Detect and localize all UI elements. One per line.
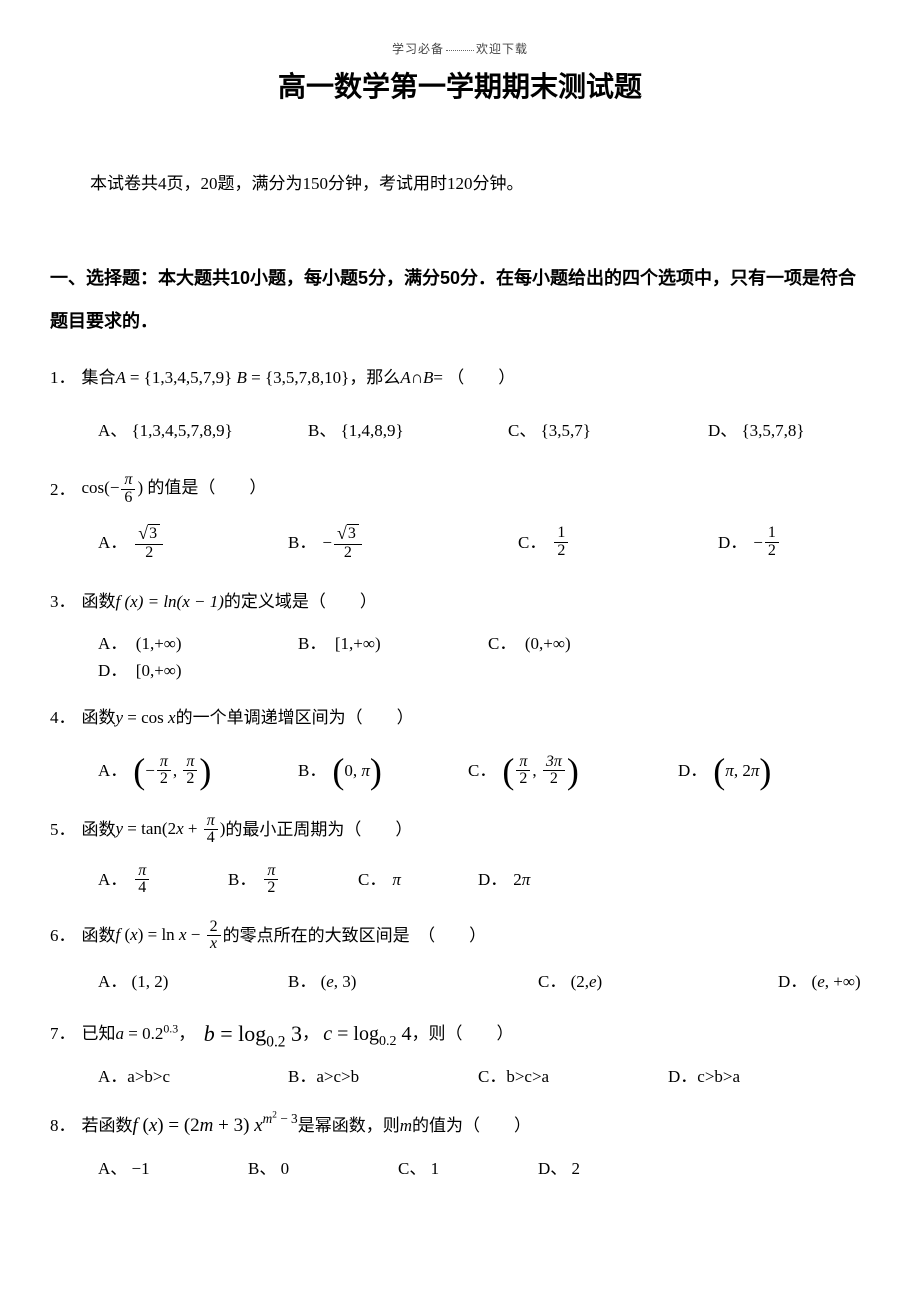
q7-b: b = log0.2 3	[204, 1016, 302, 1051]
q3-optC: C． (0,+∞)	[488, 630, 718, 657]
header-left: 学习必备	[392, 42, 444, 56]
q8-mid: 是幂函数，则	[298, 1112, 400, 1139]
page-title: 高一数学第一学期期末测试题	[50, 65, 870, 110]
section-1-heading: 一、选择题：本大题共10小题，每小题5分，满分50分．在每小题给出的四个选项中，…	[50, 257, 870, 343]
q8-fx: f (x) = (2m + 3) xm2 − 3	[133, 1111, 298, 1141]
q1-optD: D、 {3,5,7,8}	[708, 417, 805, 444]
q2-expr: cos(−π6) 的值是（ ）	[82, 472, 267, 507]
question-5: 5． 函数 y = tan(2x + π4) 的最小正周期为（ ） A． π4 …	[50, 808, 870, 902]
q5-optB: B． π2	[228, 863, 358, 898]
q1-options: A、 {1,3,4,5,7,8,9} B、 {1,4,8,9} C、 {3,5,…	[98, 406, 870, 456]
q8-optA: A、 −1	[98, 1155, 248, 1182]
q1-pre: 集合	[82, 364, 116, 391]
q1-optB: B、 {1,4,8,9}	[308, 417, 508, 444]
q3-options: A． (1,+∞) B． [1,+∞) C． (0,+∞) D． [0,+∞)	[98, 630, 870, 684]
q2-optD: D． − 12	[718, 525, 781, 560]
q3-post: 的定义域是（ ）	[224, 588, 377, 615]
q4-options: A． ( −π2, π2 ) B． (0, π) C． ( π2, 3π2 ) …	[98, 746, 870, 796]
q7-optC: C．b>c>a	[478, 1063, 668, 1090]
q7-pre: 已知	[82, 1020, 116, 1047]
q7-a: a = 0.20.3	[116, 1020, 179, 1047]
q3-fx: f (x) = ln(x − 1)	[116, 588, 224, 615]
question-8: 8． 若函数 f (x) = (2m + 3) xm2 − 3 是幂函数，则 m…	[50, 1104, 870, 1184]
q4-optB: B． (0, π)	[298, 757, 468, 786]
q5-fx: y = tan(2x + π4)	[116, 813, 226, 848]
question-3: 3． 函数 f (x) = ln(x − 1) 的定义域是（ ） A． (1,+…	[50, 580, 870, 684]
q7-c: c = log0.2 4	[323, 1018, 411, 1050]
q7-number: 7．	[50, 1020, 76, 1047]
q4-optD: D． (π, 2π)	[678, 757, 771, 786]
q1-mid: ，那么	[349, 364, 400, 391]
q8-optB: B、 0	[248, 1155, 398, 1182]
q6-optA: A． (1, 2)	[98, 968, 288, 995]
question-7: 7． 已知 a = 0.20.3 ， b = log0.2 3 ， c = lo…	[50, 1012, 870, 1092]
q1-setB: B = {3,5,7,8,10}	[237, 364, 350, 391]
q8-optC: C、 1	[398, 1155, 538, 1182]
q5-pre: 函数	[82, 816, 116, 843]
q5-options: A． π4 B． π2 C．π D．2π	[98, 858, 870, 902]
q7-options: A．a>b>c B．a>c>b C．b>c>a D．c>b>a	[98, 1062, 870, 1092]
q1-optA: A、 {1,3,4,5,7,8,9}	[98, 417, 308, 444]
q8-number: 8．	[50, 1112, 76, 1139]
q6-options: A． (1, 2) B． (e, 3) C． (2, e) D． (e, +∞)	[98, 964, 870, 1000]
q3-optA: A． (1,+∞)	[98, 630, 298, 657]
exam-intro: 本试卷共4页，20题，满分为150分钟，考试用时120分钟。	[90, 170, 870, 197]
q6-fx: f (x) = ln x − 2x	[116, 919, 223, 954]
q5-number: 5．	[50, 816, 76, 843]
q3-optB: B． [1,+∞)	[298, 630, 488, 657]
q6-pre: 函数	[82, 922, 116, 949]
q1-tail: （ ）	[447, 364, 515, 391]
q6-number: 6．	[50, 922, 76, 949]
question-6: 6． 函数 f (x) = ln x − 2x 的零点所在的大致区间是 （ ） …	[50, 914, 870, 1000]
q8-options: A、 −1 B、 0 C、 1 D、 2	[98, 1154, 870, 1184]
q5-optA: A． π4	[98, 863, 228, 898]
q4-optC: C． ( π2, 3π2 )	[468, 754, 678, 789]
q5-optD: D．2π	[478, 866, 530, 893]
q1-number: 1．	[50, 364, 76, 391]
q8-pre: 若函数	[82, 1112, 133, 1139]
q6-post: 的零点所在的大致区间是 （ ）	[223, 922, 487, 949]
q3-pre: 函数	[82, 588, 116, 615]
q8-post: 的值为（ ）	[412, 1112, 531, 1139]
q7-post: ，则（ ）	[411, 1020, 513, 1047]
q1-optC: C、 {3,5,7}	[508, 417, 708, 444]
q2-number: 2．	[50, 476, 76, 503]
q4-number: 4．	[50, 704, 76, 731]
q5-post: 的最小正周期为（ ）	[225, 816, 412, 843]
q3-optD: D． [0,+∞)	[98, 657, 288, 684]
q7-optB: B．a>c>b	[288, 1063, 478, 1090]
question-4: 4． 函数 y = cos x 的一个单调递增区间为（ ） A． ( −π2, …	[50, 696, 870, 796]
q4-optA: A． ( −π2, π2 )	[98, 754, 298, 789]
q7-optD: D．c>b>a	[668, 1063, 740, 1090]
q8-m: m	[400, 1112, 412, 1139]
q3-number: 3．	[50, 588, 76, 615]
question-2: 2． cos(−π6) 的值是（ ） A． √32 B． − √32 C． 12…	[50, 468, 870, 568]
q1-setA: A = {1,3,4,5,7,9}	[116, 364, 233, 391]
q2-optC: C． 12	[518, 525, 718, 560]
q2-optA: A． √32	[98, 524, 288, 562]
q2-options: A． √32 B． − √32 C． 12 D． − 12	[98, 518, 870, 568]
q6-optB: B． (e, 3)	[288, 968, 538, 995]
header-right: 欢迎下载	[476, 42, 528, 56]
q7-optA: A．a>b>c	[98, 1063, 288, 1090]
q5-optC: C．π	[358, 866, 478, 893]
q4-post: 的一个单调递增区间为（ ）	[176, 704, 414, 731]
q8-optD: D、 2	[538, 1155, 580, 1182]
q1-expr: A∩B=	[400, 364, 443, 391]
page-header: 学习必备 欢迎下载	[50, 40, 870, 59]
question-1: 1． 集合 A = {1,3,4,5,7,9} B = {3,5,7,8,10}…	[50, 356, 870, 456]
q2-optB: B． − √32	[288, 524, 518, 562]
q6-optC: C． (2, e)	[538, 968, 778, 995]
q6-optD: D． (e, +∞)	[778, 968, 861, 995]
q4-fx: y = cos x	[116, 704, 176, 731]
q4-pre: 函数	[82, 704, 116, 731]
